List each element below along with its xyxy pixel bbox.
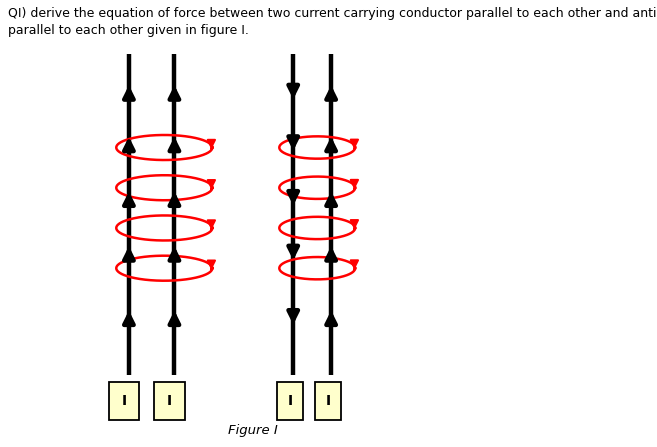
Text: I: I — [122, 394, 126, 408]
Text: I: I — [167, 394, 172, 408]
Bar — [154, 382, 185, 420]
Text: I: I — [288, 394, 293, 408]
Bar — [108, 382, 139, 420]
Text: I: I — [325, 394, 330, 408]
Text: QI) derive the equation of force between two current carrying conductor parallel: QI) derive the equation of force between… — [8, 7, 657, 37]
Bar — [315, 382, 341, 420]
Text: Figure I: Figure I — [228, 424, 278, 437]
Bar — [277, 382, 304, 420]
